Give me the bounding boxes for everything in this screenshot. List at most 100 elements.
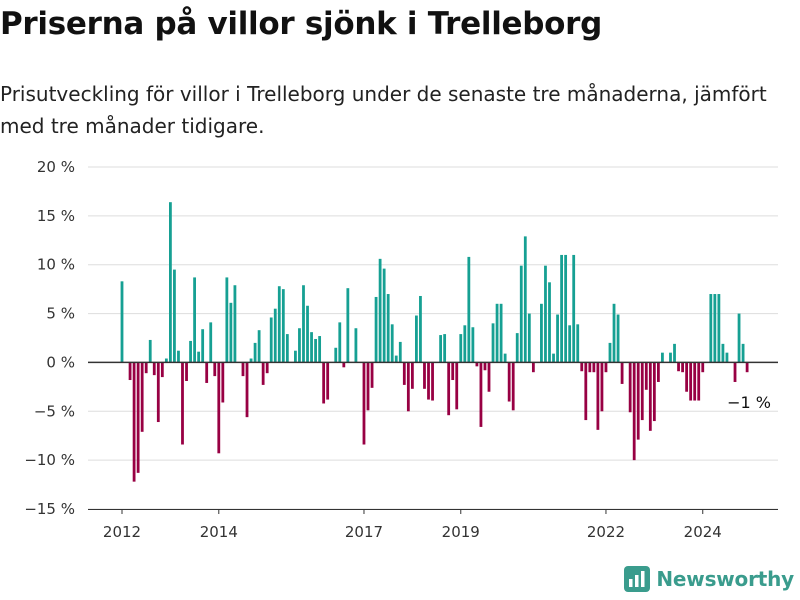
bar — [294, 350, 297, 363]
bar — [709, 294, 713, 363]
y-tick-label: 5 % — [46, 305, 75, 323]
chart-title: Priserna på villor sjönk i Trelleborg — [0, 6, 603, 42]
bar — [499, 303, 503, 363]
bar — [580, 362, 584, 372]
bar — [354, 328, 358, 363]
bar — [725, 352, 729, 363]
bar — [503, 353, 507, 363]
bar — [362, 362, 366, 445]
bar — [600, 362, 604, 412]
bar — [636, 362, 640, 440]
bar — [285, 334, 289, 363]
bar — [471, 327, 475, 363]
bar — [374, 296, 378, 363]
bar — [515, 333, 519, 363]
y-tick-label: 20 % — [37, 158, 75, 176]
bar — [572, 254, 576, 363]
bar — [443, 334, 447, 363]
bar — [390, 324, 394, 363]
bars — [120, 202, 749, 482]
bar — [370, 362, 374, 388]
bar — [302, 285, 305, 363]
bar — [721, 343, 725, 363]
bar — [737, 313, 741, 363]
bar — [475, 362, 479, 367]
bar — [209, 322, 213, 363]
bar — [467, 256, 471, 363]
bar — [620, 362, 624, 384]
bar — [644, 362, 648, 390]
newsworthy-logo: Newsworthy — [624, 566, 794, 592]
bar — [455, 362, 459, 410]
brand-name: Newsworthy — [656, 567, 794, 591]
bar — [229, 302, 233, 363]
chart-subtitle: Prisutveckling för villor i Trelleborg u… — [0, 82, 767, 138]
bar — [669, 352, 672, 363]
bar — [431, 362, 434, 401]
bar — [527, 313, 531, 363]
x-tick-label: 2017 — [345, 523, 383, 541]
bar — [511, 362, 515, 411]
bar — [697, 362, 701, 401]
bar — [556, 314, 559, 363]
y-tick-label: −5 % — [34, 402, 75, 420]
bar — [410, 362, 414, 389]
x-tick-label: 2019 — [442, 523, 480, 541]
bar — [326, 362, 330, 400]
x-tick-label: 2022 — [587, 523, 625, 541]
bar — [681, 362, 684, 373]
bar — [632, 362, 636, 461]
bar — [628, 362, 632, 413]
bar — [261, 362, 265, 385]
x-axis: 2012 2014 2017 2019 2022 2024 — [88, 361, 778, 541]
bar — [540, 303, 543, 363]
bar — [386, 294, 390, 363]
bar — [427, 362, 430, 400]
bar — [701, 362, 705, 373]
bar — [366, 362, 370, 411]
bar — [548, 282, 551, 363]
last-value-annotation: −1 % — [727, 393, 771, 412]
bar — [451, 362, 455, 381]
bar — [713, 294, 717, 363]
bar — [322, 362, 326, 404]
bar — [693, 362, 697, 401]
bar — [249, 358, 253, 363]
bar — [588, 362, 592, 373]
bar — [152, 362, 156, 376]
bar — [656, 362, 660, 382]
x-tick-label: 2014 — [200, 523, 238, 541]
bar — [269, 317, 273, 363]
bar — [596, 362, 600, 430]
bar — [677, 362, 680, 372]
bar — [277, 286, 281, 363]
bar — [495, 303, 499, 363]
bar — [685, 362, 689, 392]
gridlines — [88, 166, 778, 510]
y-tick-label: −15 % — [24, 500, 75, 518]
bar — [213, 362, 217, 377]
bar — [447, 362, 451, 416]
bar — [463, 325, 467, 363]
bar — [544, 265, 547, 363]
bar — [378, 258, 382, 363]
bar — [257, 330, 261, 363]
bar — [177, 350, 180, 363]
bar — [185, 362, 188, 381]
bar — [120, 281, 124, 363]
bar — [164, 358, 168, 363]
bar — [483, 362, 487, 371]
bar — [197, 351, 201, 363]
bar — [181, 362, 184, 445]
bar — [491, 323, 495, 363]
bar — [741, 343, 745, 363]
bar — [717, 294, 721, 363]
bar — [689, 362, 693, 401]
bar — [394, 355, 398, 363]
bar — [156, 362, 160, 423]
bar — [221, 362, 225, 403]
bar — [552, 353, 555, 363]
bar — [314, 338, 317, 363]
bar — [225, 277, 229, 363]
